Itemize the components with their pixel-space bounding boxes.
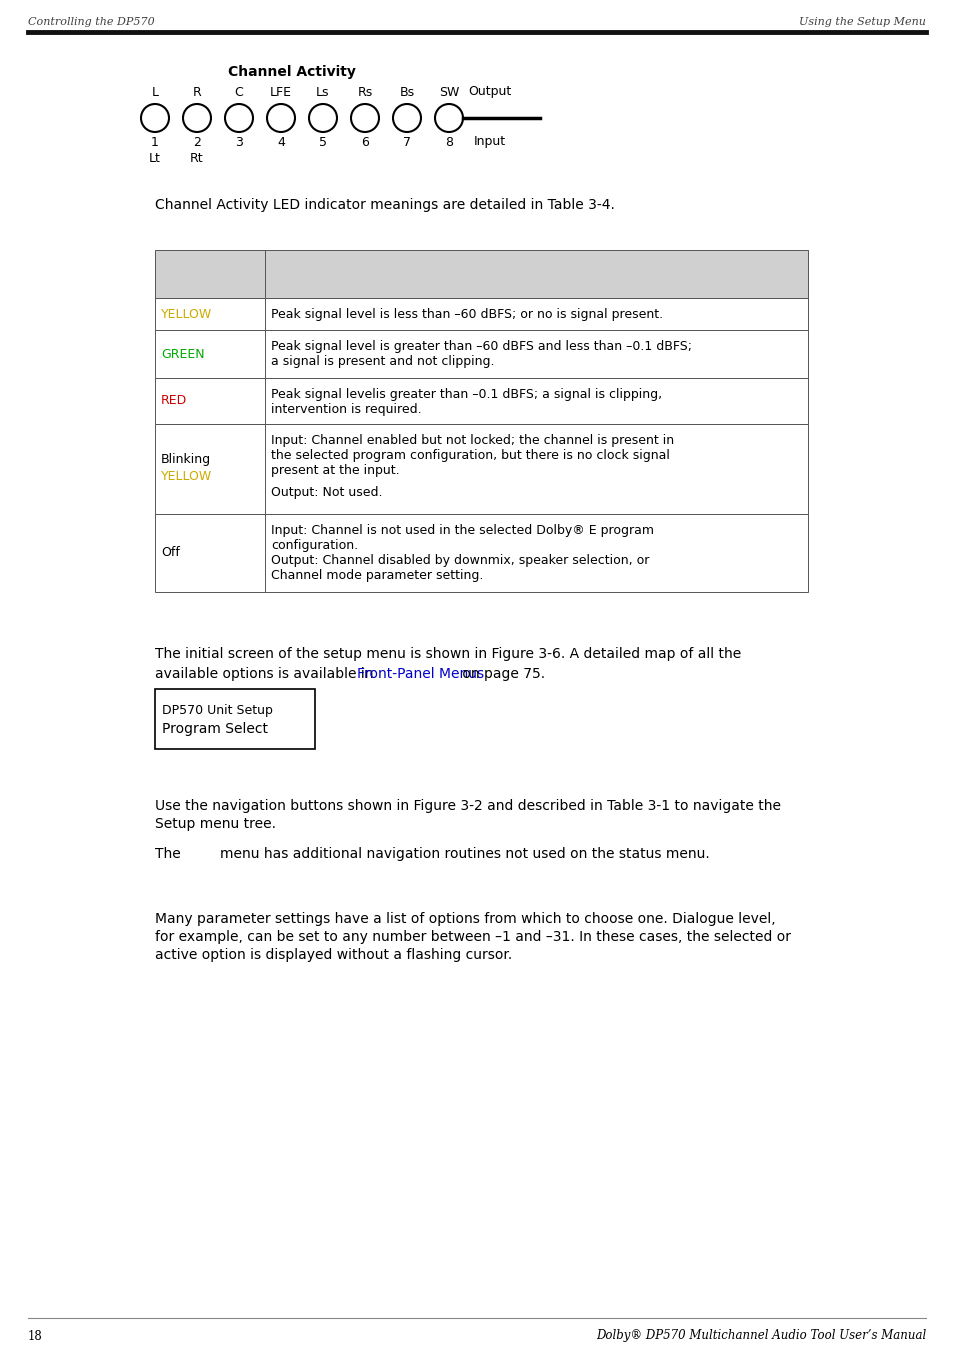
Text: R: R bbox=[193, 85, 201, 99]
Bar bbox=[154, 424, 807, 514]
Text: Ls: Ls bbox=[315, 85, 330, 99]
Text: C: C bbox=[234, 85, 243, 99]
Text: 8: 8 bbox=[444, 135, 453, 148]
Text: YELLOW: YELLOW bbox=[161, 470, 212, 482]
Text: RED: RED bbox=[161, 394, 187, 408]
Text: 6: 6 bbox=[360, 135, 369, 148]
Text: Output: Channel disabled by downmix, speaker selection, or: Output: Channel disabled by downmix, spe… bbox=[271, 554, 649, 567]
Bar bbox=[154, 329, 807, 378]
Text: Channel mode parameter setting.: Channel mode parameter setting. bbox=[271, 568, 483, 582]
Text: Input: Channel enabled but not locked; the channel is present in: Input: Channel enabled but not locked; t… bbox=[271, 433, 674, 447]
Text: LFE: LFE bbox=[270, 85, 292, 99]
Text: 2: 2 bbox=[193, 135, 201, 148]
Text: The initial screen of the setup menu is shown in Figure 3-6. A detailed map of a: The initial screen of the setup menu is … bbox=[154, 647, 740, 662]
Text: Bs: Bs bbox=[399, 85, 415, 99]
Text: on page 75.: on page 75. bbox=[458, 667, 545, 680]
Bar bbox=[154, 378, 807, 424]
Text: GREEN: GREEN bbox=[161, 347, 204, 360]
Text: Blinking: Blinking bbox=[161, 454, 211, 467]
Text: for example, can be set to any number between –1 and –31. In these cases, the se: for example, can be set to any number be… bbox=[154, 930, 790, 944]
Text: 5: 5 bbox=[318, 135, 327, 148]
Text: Dolby® DP570 Multichannel Audio Tool User’s Manual: Dolby® DP570 Multichannel Audio Tool Use… bbox=[595, 1330, 925, 1342]
Bar bbox=[154, 514, 807, 593]
Text: Many parameter settings have a list of options from which to choose one. Dialogu: Many parameter settings have a list of o… bbox=[154, 913, 775, 926]
Text: configuration.: configuration. bbox=[271, 539, 357, 552]
Text: Rt: Rt bbox=[190, 151, 204, 165]
Text: Off: Off bbox=[161, 547, 180, 559]
Text: 3: 3 bbox=[234, 135, 243, 148]
Text: Program Select: Program Select bbox=[162, 722, 268, 736]
Text: The: The bbox=[154, 846, 180, 861]
Text: Input: Input bbox=[474, 135, 505, 148]
Bar bbox=[154, 298, 807, 329]
Text: Channel Activity LED indicator meanings are detailed in Table 3-4.: Channel Activity LED indicator meanings … bbox=[154, 198, 615, 212]
Text: YELLOW: YELLOW bbox=[161, 308, 212, 320]
Text: 1: 1 bbox=[151, 135, 159, 148]
Text: SW: SW bbox=[438, 85, 458, 99]
Bar bbox=[154, 250, 807, 298]
Text: Setup menu tree.: Setup menu tree. bbox=[154, 817, 275, 832]
Text: Peak signal level is less than –60 dBFS; or no is signal present.: Peak signal level is less than –60 dBFS;… bbox=[271, 308, 662, 321]
Text: Using the Setup Menu: Using the Setup Menu bbox=[799, 18, 925, 27]
Bar bbox=[154, 688, 314, 749]
Text: available options is available in: available options is available in bbox=[154, 667, 377, 680]
Text: 4: 4 bbox=[276, 135, 285, 148]
Text: Front-Panel Menus: Front-Panel Menus bbox=[357, 667, 484, 680]
Text: a signal is present and not clipping.: a signal is present and not clipping. bbox=[271, 355, 494, 369]
Text: Controlling the DP570: Controlling the DP570 bbox=[28, 18, 154, 27]
Text: present at the input.: present at the input. bbox=[271, 464, 399, 477]
Text: menu has additional navigation routines not used on the status menu.: menu has additional navigation routines … bbox=[220, 846, 709, 861]
Text: Peak signal levelis greater than –0.1 dBFS; a signal is clipping,: Peak signal levelis greater than –0.1 dB… bbox=[271, 387, 661, 401]
Text: 18: 18 bbox=[28, 1330, 43, 1342]
Text: Lt: Lt bbox=[149, 151, 161, 165]
Text: Rs: Rs bbox=[357, 85, 373, 99]
Text: the selected program configuration, but there is no clock signal: the selected program configuration, but … bbox=[271, 450, 669, 462]
Text: Output: Not used.: Output: Not used. bbox=[271, 486, 382, 500]
Text: DP570 Unit Setup: DP570 Unit Setup bbox=[162, 703, 273, 717]
Text: Input: Channel is not used in the selected Dolby® E program: Input: Channel is not used in the select… bbox=[271, 524, 654, 537]
Text: active option is displayed without a flashing cursor.: active option is displayed without a fla… bbox=[154, 948, 512, 963]
Text: Use the navigation buttons shown in Figure 3-2 and described in Table 3-1 to nav: Use the navigation buttons shown in Figu… bbox=[154, 799, 781, 813]
Text: Output: Output bbox=[468, 85, 511, 99]
Text: L: L bbox=[152, 85, 158, 99]
Text: Channel Activity: Channel Activity bbox=[228, 65, 355, 80]
Text: intervention is required.: intervention is required. bbox=[271, 404, 421, 416]
Text: Peak signal level is greater than –60 dBFS and less than –0.1 dBFS;: Peak signal level is greater than –60 dB… bbox=[271, 340, 691, 352]
Text: 7: 7 bbox=[402, 135, 411, 148]
